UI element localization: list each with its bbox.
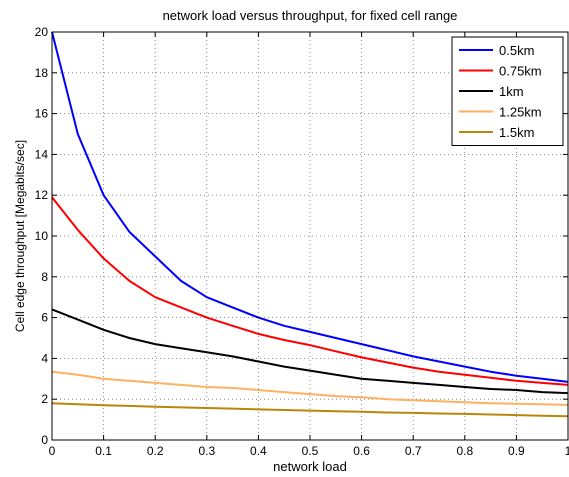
y-tick-label: 16	[35, 107, 49, 121]
x-tick-label: 0.2	[147, 444, 164, 458]
y-axis-label: Cell edge throughput [Megabits/sec]	[13, 140, 27, 332]
series-line-0.5km	[51, 31, 569, 383]
y-tick-label: 12	[35, 188, 49, 202]
legend: 0.5km 0.75km 1km 1.25km 1.5km	[451, 36, 564, 146]
x-tick-label: 0.1	[95, 444, 112, 458]
y-tick-label: 8	[41, 270, 48, 284]
series-line-0.75km	[51, 196, 569, 386]
y-tick-label: 4	[41, 351, 48, 365]
series-line-1.5km	[51, 402, 569, 418]
x-tick-label: 1	[565, 444, 569, 458]
y-tick-label: 18	[35, 66, 49, 80]
chart-title: network load versus throughput, for fixe…	[163, 8, 458, 23]
y-tick-label: 10	[35, 229, 49, 243]
legend-label: 1km	[499, 84, 524, 99]
y-tick-label: 14	[35, 147, 49, 161]
x-tick-label: 0	[49, 444, 56, 458]
legend-label: 0.75km	[499, 64, 542, 79]
x-tick-label: 0.6	[353, 444, 370, 458]
ticks: 0 0.1 0.2 0.3 0.4 0.5 0.6 0.7 0.8 0.9 102468101214…	[35, 25, 569, 458]
legend-label: 0.5km	[499, 43, 534, 58]
legend-label: 1.25km	[499, 105, 542, 120]
y-tick-label: 20	[35, 25, 49, 39]
x-tick-label: 0.5	[302, 444, 319, 458]
x-axis-label: network load	[273, 459, 347, 474]
x-tick-label: 0.3	[198, 444, 215, 458]
series-line-1km	[51, 308, 569, 395]
x-tick-label: 0.9	[508, 444, 525, 458]
legend-label: 1.5km	[499, 125, 534, 140]
series-layer	[51, 31, 569, 418]
y-tick-label: 6	[41, 311, 48, 325]
y-tick-label: 2	[41, 392, 48, 406]
y-tick-label: 0	[41, 433, 48, 447]
x-tick-label: 0.4	[250, 444, 267, 458]
x-tick-label: 0.7	[405, 444, 422, 458]
x-tick-label: 0.8	[456, 444, 473, 458]
series-line-1.25km	[51, 370, 569, 406]
